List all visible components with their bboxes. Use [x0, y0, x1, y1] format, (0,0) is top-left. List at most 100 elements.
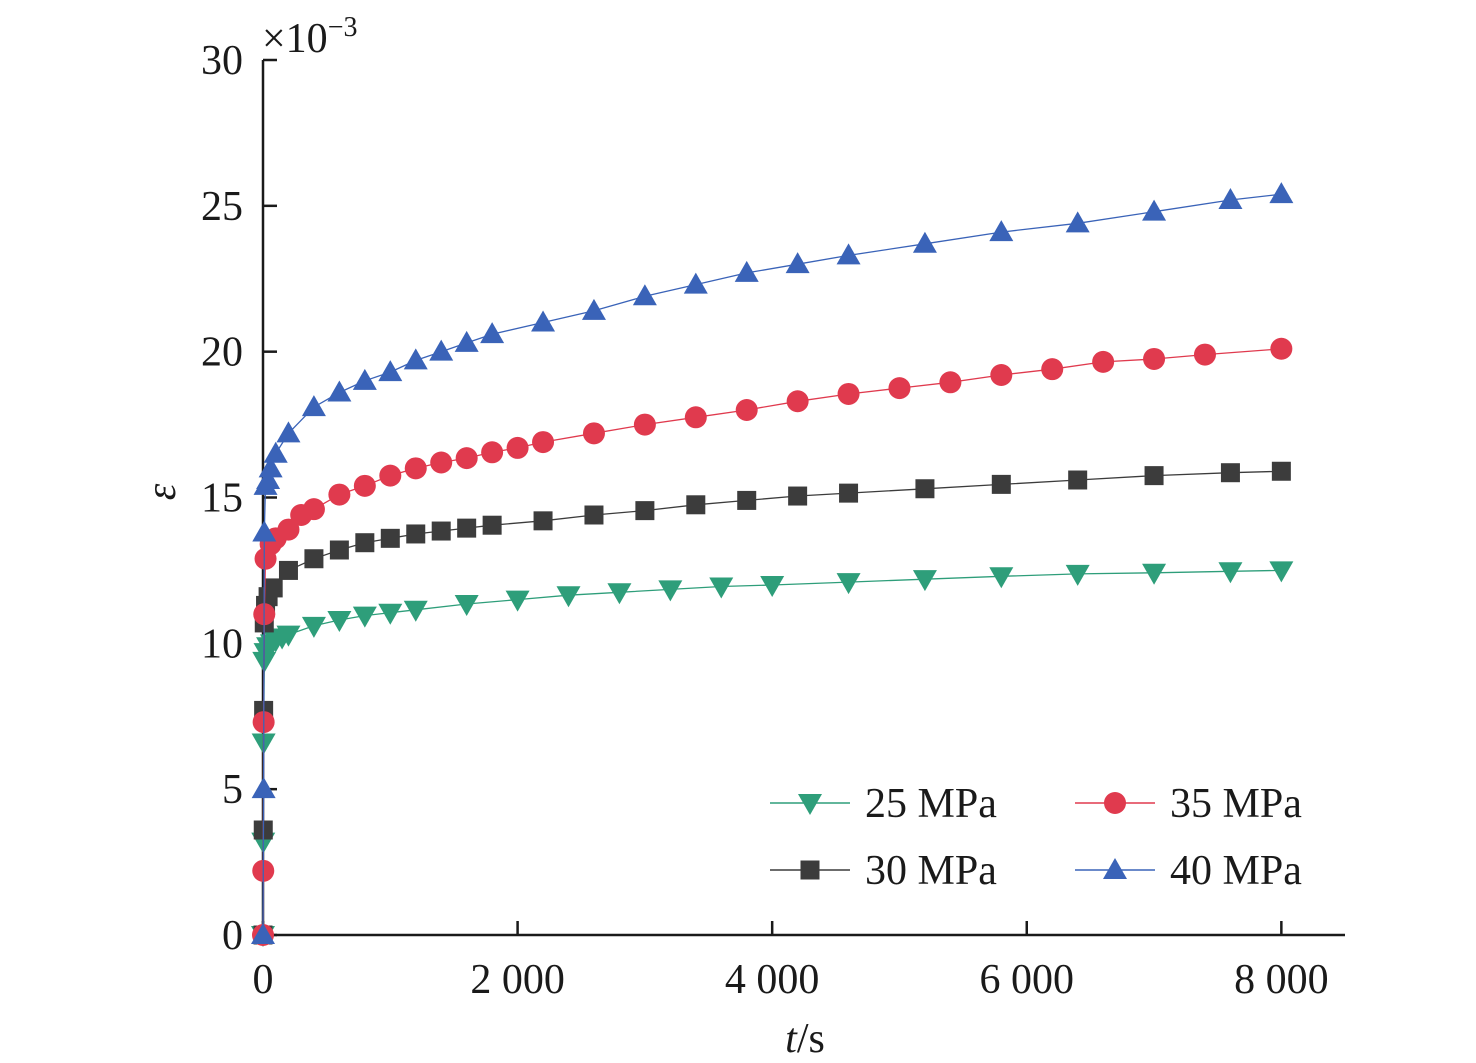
- data-point: [912, 570, 937, 592]
- data-point: [378, 360, 403, 382]
- data-point: [1218, 562, 1243, 584]
- x-tick-label: 6 000: [980, 957, 1075, 1003]
- data-point: [683, 272, 708, 294]
- data-point: [837, 382, 860, 405]
- data-point: [1068, 470, 1088, 490]
- legend-entry-0: 25 MPa: [770, 781, 997, 827]
- data-point: [915, 479, 935, 499]
- series-line: [262, 569, 1282, 936]
- data-point: [912, 231, 937, 253]
- x-tick-label: 8 000: [1234, 957, 1329, 1003]
- y-multiplier-exponent: −3: [328, 12, 358, 43]
- data-point: [263, 578, 283, 598]
- data-point: [734, 260, 759, 282]
- y-tick-label: 15: [201, 476, 243, 522]
- y-tick-label: 25: [201, 184, 243, 230]
- data-point: [633, 413, 656, 436]
- data-point: [258, 456, 283, 478]
- data-point: [1143, 347, 1166, 370]
- data-point: [1220, 463, 1240, 483]
- data-point: [429, 339, 454, 361]
- data-point: [277, 518, 300, 541]
- data-point: [278, 560, 298, 580]
- series-2: [252, 337, 1293, 946]
- data-point: [788, 486, 808, 506]
- x-tick-label: 0: [253, 957, 274, 1003]
- data-point: [989, 220, 1014, 242]
- data-point: [939, 371, 962, 394]
- data-point: [1041, 358, 1064, 381]
- data-point: [1065, 564, 1090, 586]
- series-layer: [251, 182, 1294, 947]
- data-point: [302, 498, 325, 521]
- y-multiplier-base: ×10: [262, 16, 328, 62]
- data-point: [482, 515, 502, 535]
- data-point: [403, 600, 428, 622]
- legend-label: 40 MPa: [1170, 848, 1302, 894]
- x-axis-label-unit: /s: [797, 1016, 825, 1062]
- data-point: [888, 377, 911, 400]
- data-point: [378, 603, 403, 625]
- series-0: [251, 561, 1294, 947]
- data-point: [327, 380, 352, 402]
- legend-marker: [798, 794, 822, 815]
- data-point: [329, 540, 349, 560]
- data-point: [328, 483, 351, 506]
- data-point: [352, 606, 377, 628]
- axis-labels: ε t/s ×10−3: [139, 12, 825, 1062]
- series-1: [253, 461, 1291, 945]
- data-point: [406, 524, 426, 544]
- legend-marker: [1104, 792, 1126, 814]
- data-point: [1270, 337, 1293, 360]
- data-point: [1193, 343, 1216, 366]
- data-point: [1269, 561, 1294, 583]
- data-point: [684, 406, 707, 429]
- y-tick-label: 30: [201, 38, 243, 84]
- data-point: [256, 468, 281, 489]
- data-point: [533, 511, 553, 531]
- data-point: [1142, 563, 1167, 585]
- data-point: [276, 421, 301, 443]
- data-point: [582, 422, 605, 445]
- data-point: [785, 252, 810, 274]
- data-point: [1218, 188, 1243, 209]
- data-point: [505, 590, 530, 612]
- data-point: [839, 483, 859, 503]
- x-tick-label: 2 000: [470, 957, 565, 1003]
- data-point: [454, 330, 479, 352]
- data-point: [989, 567, 1014, 589]
- data-point: [301, 616, 326, 638]
- data-point: [581, 298, 606, 320]
- y-axis-label: ε: [139, 483, 185, 500]
- x-axis-label: t/s: [785, 1016, 825, 1062]
- series-line: [262, 348, 1282, 936]
- data-point: [786, 390, 809, 413]
- data-point: [404, 457, 427, 480]
- data-point: [506, 436, 529, 459]
- data-point: [709, 577, 734, 599]
- data-point: [658, 580, 683, 602]
- data-point: [990, 364, 1013, 386]
- data-point: [352, 368, 377, 390]
- data-point: [301, 395, 326, 417]
- data-point: [607, 583, 632, 605]
- y-multiplier: ×10−3: [262, 12, 357, 62]
- data-point: [991, 474, 1011, 494]
- data-point: [454, 594, 479, 616]
- y-tick-label: 10: [201, 621, 243, 667]
- y-tick-label: 0: [222, 913, 243, 959]
- data-point: [632, 284, 657, 306]
- data-point: [481, 441, 504, 464]
- axes: 0 5 10 15 20 25 30 0 2 000 4 000 6 000 8 000: [201, 38, 1345, 1003]
- data-point: [1065, 211, 1090, 233]
- data-point: [379, 464, 402, 487]
- data-point: [1269, 182, 1294, 204]
- series-line: [262, 193, 1282, 936]
- data-point: [735, 399, 758, 421]
- data-point: [380, 528, 400, 548]
- legend-entry-2: 35 MPa: [1075, 781, 1302, 827]
- x-tick-label: 4 000: [725, 957, 820, 1003]
- data-point: [430, 451, 453, 474]
- data-point: [455, 447, 478, 470]
